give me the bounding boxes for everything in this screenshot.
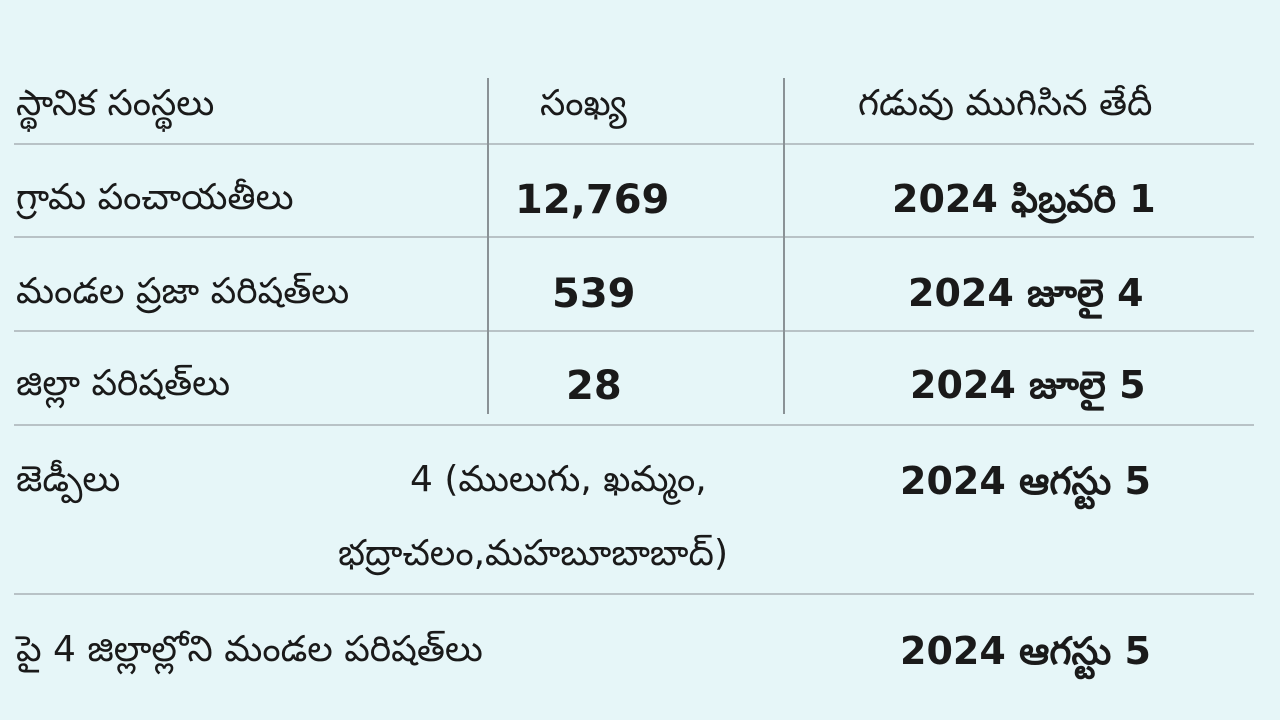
local-body-name: గ్రామ పంచాయతీలు (16, 177, 294, 218)
local-body-name: పై 4 జిల్లాల్లోని మండల పరిషత్‌లు (16, 629, 483, 670)
row-divider (14, 593, 1254, 595)
expiry-date: 2024 ఆగస్టు 5 (900, 629, 1151, 673)
header-expiry-date: గడువు ముగిసిన తేదీ (858, 83, 1153, 124)
expiry-date: 2024 ఫిబ్రవరి 1 (892, 177, 1156, 221)
local-body-count: 539 (552, 271, 636, 317)
column-divider (487, 78, 489, 414)
expiry-date: 2024 జూలై 4 (908, 271, 1144, 315)
local-body-count-continued: భద్రాచలం,మహబూబాబాద్) (338, 533, 728, 574)
row-divider (14, 424, 1254, 426)
local-body-name: మండల ప్రజా పరిషత్‌లు (16, 271, 350, 312)
local-body-count: 4 (ములుగు, ఖమ్మం, (410, 459, 707, 500)
column-divider (783, 78, 785, 414)
local-body-count: 28 (566, 363, 622, 409)
local-body-name: జిల్లా పరిషత్‌లు (16, 363, 231, 404)
local-body-name: జెడ్పీలు (16, 459, 121, 500)
header-local-bodies: స్థానిక సంస్థలు (16, 83, 215, 124)
row-divider (14, 236, 1254, 238)
local-body-count: 12,769 (515, 177, 670, 223)
expiry-date: 2024 ఆగస్టు 5 (900, 459, 1151, 503)
expiry-date: 2024 జూలై 5 (910, 363, 1146, 407)
row-divider (14, 143, 1254, 145)
header-count: సంఖ్య (540, 83, 627, 124)
row-divider (14, 330, 1254, 332)
